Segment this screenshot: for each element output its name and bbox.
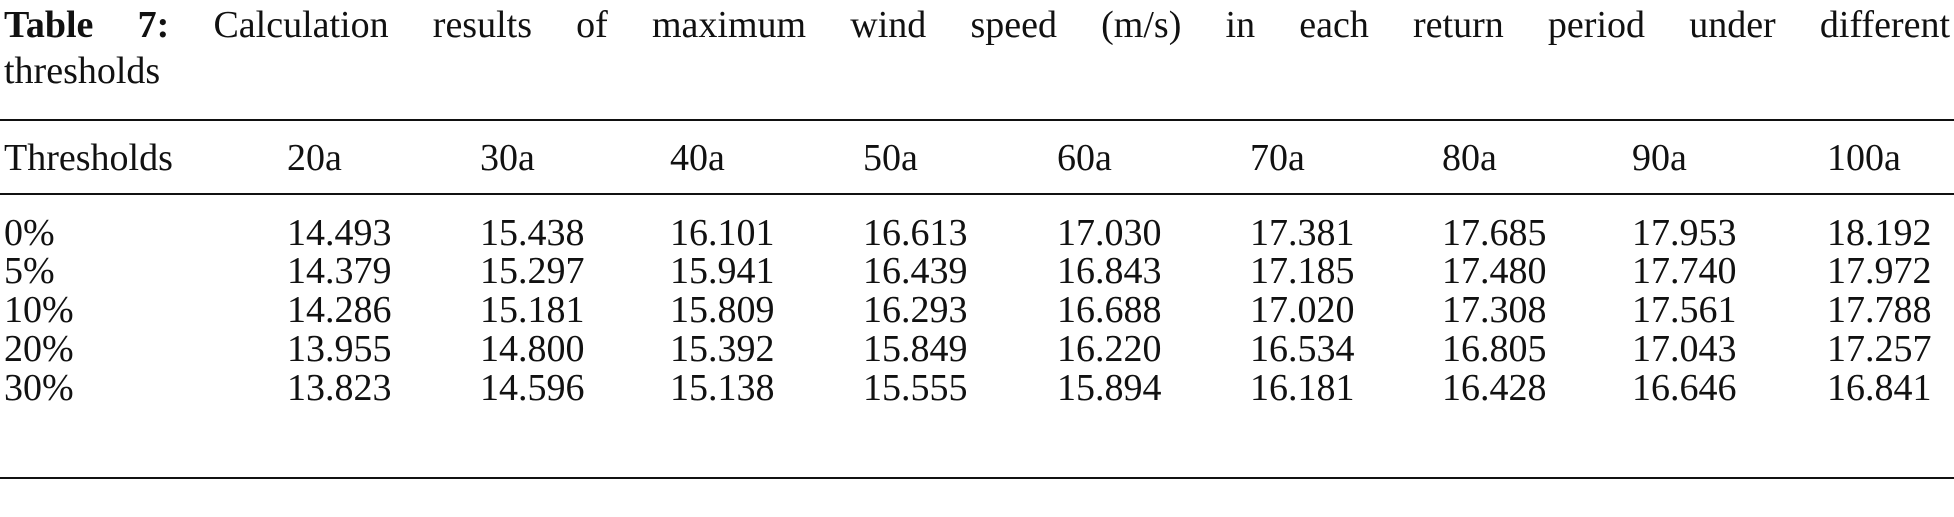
row-label: 10% [4,289,74,331]
row-label: 20% [4,328,74,370]
value-cell: 14.379 [287,250,392,292]
header-cell: 70a [1250,137,1305,179]
value-cell: 15.809 [670,289,775,331]
value-cell: 17.740 [1632,250,1737,292]
value-cell: 17.953 [1632,212,1737,254]
value-cell: 15.555 [863,367,968,409]
value-cell: 15.181 [480,289,585,331]
caption-label: Table 7: [4,4,170,46]
value-cell: 14.286 [287,289,392,331]
value-cell: 16.843 [1057,250,1162,292]
header-cell: 30a [480,137,535,179]
value-cell: 17.381 [1250,212,1355,254]
header-cell: 20a [287,137,342,179]
value-cell: 15.392 [670,328,775,370]
value-cell: 17.030 [1057,212,1162,254]
caption-line: thresholds [4,50,161,92]
value-cell: 17.308 [1442,289,1547,331]
value-cell: 16.293 [863,289,968,331]
value-cell: 16.534 [1250,328,1355,370]
value-cell: 17.788 [1827,289,1932,331]
header-rule [0,193,1954,195]
value-cell: 15.138 [670,367,775,409]
header-cell: 90a [1632,137,1687,179]
value-cell: 16.805 [1442,328,1547,370]
row-label: 30% [4,367,74,409]
value-cell: 16.428 [1442,367,1547,409]
value-cell: 16.220 [1057,328,1162,370]
value-cell: 16.613 [863,212,968,254]
value-cell: 17.185 [1250,250,1355,292]
value-cell: 17.480 [1442,250,1547,292]
value-cell: 17.685 [1442,212,1547,254]
value-cell: 14.493 [287,212,392,254]
value-cell: 16.646 [1632,367,1737,409]
value-cell: 16.841 [1827,367,1932,409]
value-cell: 15.438 [480,212,585,254]
value-cell: 15.894 [1057,367,1162,409]
row-label: 5% [4,250,55,292]
value-cell: 17.020 [1250,289,1355,331]
table-caption: Table 7: Calculation results of maximum … [4,2,1950,94]
header-cell: 60a [1057,137,1112,179]
value-cell: 13.955 [287,328,392,370]
top-rule [0,119,1954,121]
value-cell: 15.941 [670,250,775,292]
value-cell: 16.688 [1057,289,1162,331]
value-cell: 17.043 [1632,328,1737,370]
value-cell: 16.181 [1250,367,1355,409]
value-cell: 15.849 [863,328,968,370]
header-cell: Thresholds [4,137,173,179]
header-cell: 50a [863,137,918,179]
value-cell: 14.800 [480,328,585,370]
bottom-rule [0,477,1954,479]
header-cell: 40a [670,137,725,179]
value-cell: 16.101 [670,212,775,254]
value-cell: 17.257 [1827,328,1932,370]
value-cell: 17.561 [1632,289,1737,331]
caption-line: Table 7: Calculation results of maximum … [4,2,1950,48]
value-cell: 14.596 [480,367,585,409]
header-cell: 100a [1827,137,1901,179]
value-cell: 17.972 [1827,250,1932,292]
header-cell: 80a [1442,137,1497,179]
value-cell: 16.439 [863,250,968,292]
value-cell: 15.297 [480,250,585,292]
caption-text: Calculation results of maximum wind spee… [213,4,1951,46]
value-cell: 18.192 [1827,212,1932,254]
row-label: 0% [4,212,55,254]
value-cell: 13.823 [287,367,392,409]
